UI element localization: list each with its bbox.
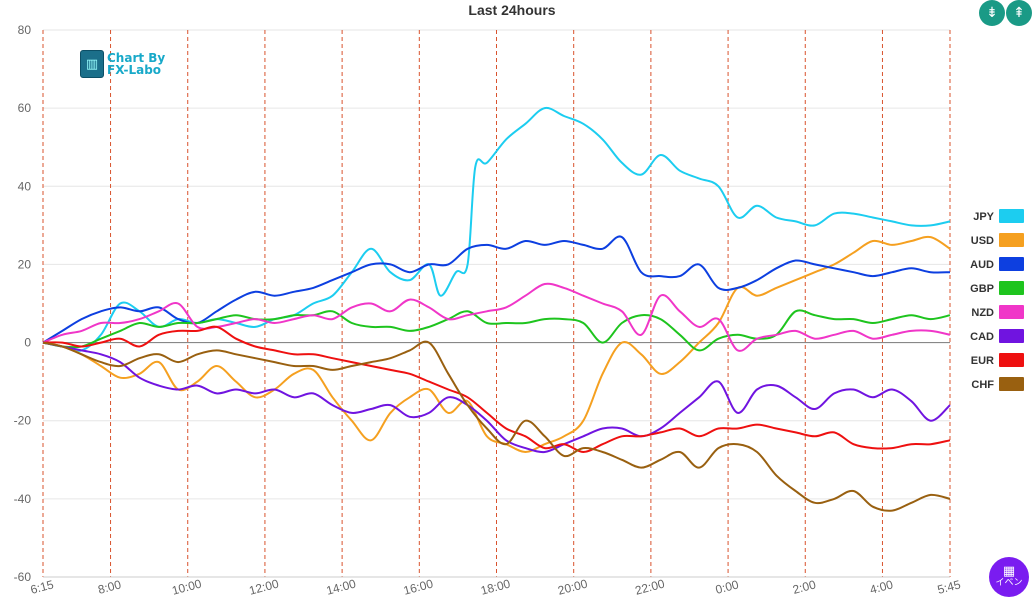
y-tick-label: -20 xyxy=(14,414,32,428)
x-tick-label: 0:00 xyxy=(714,577,740,597)
legend-label[interactable]: NZD xyxy=(971,307,994,319)
series-lines xyxy=(42,106,951,512)
legend-swatch[interactable] xyxy=(999,329,1024,343)
y-tick-label: 20 xyxy=(18,257,32,271)
chart-logo-icon: ▥ xyxy=(80,50,104,78)
y-tick-label: 40 xyxy=(18,179,32,193)
y-tick-label: -60 xyxy=(14,570,32,584)
x-tick-label: 8:00 xyxy=(96,577,122,597)
x-tick-label: 6:15 xyxy=(29,577,55,597)
legend-swatch[interactable] xyxy=(999,377,1024,391)
legend-label[interactable]: CHF xyxy=(971,379,994,391)
legend-label[interactable]: EUR xyxy=(971,355,994,367)
logo-text: Chart By FX-Labo xyxy=(107,52,165,76)
compress-icon: ⇟ xyxy=(986,5,998,21)
series-line-chf xyxy=(42,340,951,512)
compress-button[interactable]: ⇟ xyxy=(979,0,1005,26)
legend-label[interactable]: AUD xyxy=(970,259,994,271)
x-tick-label: 16:00 xyxy=(402,576,435,597)
event-button-label: イベン xyxy=(995,578,1023,588)
chart-title: Last 24hours xyxy=(468,2,555,18)
legend-label[interactable]: GBP xyxy=(970,283,994,295)
x-tick-label: 20:00 xyxy=(556,576,589,597)
legend[interactable]: JPY USD AUD GBP NZD CAD EUR CHF xyxy=(970,209,1024,391)
logo-line-2: FX-Labo xyxy=(107,63,162,77)
calendar-icon: ▦ xyxy=(1002,564,1016,579)
legend-label[interactable]: CAD xyxy=(970,331,994,343)
legend-swatch[interactable] xyxy=(999,281,1024,295)
legend-label[interactable]: JPY xyxy=(973,211,994,223)
series-line-cad xyxy=(42,341,951,454)
x-tick-label: 22:00 xyxy=(634,576,667,597)
legend-swatch[interactable] xyxy=(999,353,1024,367)
legend-swatch[interactable] xyxy=(999,305,1024,319)
expand-button[interactable]: ⇞ xyxy=(1006,0,1032,26)
x-tick-label: 2:00 xyxy=(791,577,817,597)
x-tick-label: 18:00 xyxy=(479,576,512,597)
legend-swatch[interactable] xyxy=(999,209,1024,223)
series-line-gbp xyxy=(42,309,951,352)
series-line-nzd xyxy=(42,282,951,352)
y-tick-label: 80 xyxy=(18,23,32,37)
y-tick-label: 60 xyxy=(18,101,32,115)
x-tick-label: 10:00 xyxy=(170,576,203,597)
y-tick-label: -40 xyxy=(14,492,32,506)
x-tick-label: 4:00 xyxy=(868,577,894,597)
x-tick-label: 5:45 xyxy=(936,577,962,597)
series-line-eur xyxy=(42,325,951,453)
fx-labo-logo: ▥ Chart By FX-Labo xyxy=(80,50,165,78)
event-button[interactable]: ▦ イベン xyxy=(989,557,1029,597)
legend-label[interactable]: USD xyxy=(971,235,994,247)
expand-icon: ⇞ xyxy=(1013,5,1025,21)
series-line-usd xyxy=(42,235,951,453)
y-tick-label: 0 xyxy=(24,336,31,350)
x-tick-label: 14:00 xyxy=(325,576,358,597)
legend-swatch[interactable] xyxy=(999,257,1024,271)
legend-swatch[interactable] xyxy=(999,233,1024,247)
x-tick-label: 12:00 xyxy=(248,576,281,597)
logo-line-1: Chart By xyxy=(107,51,166,65)
